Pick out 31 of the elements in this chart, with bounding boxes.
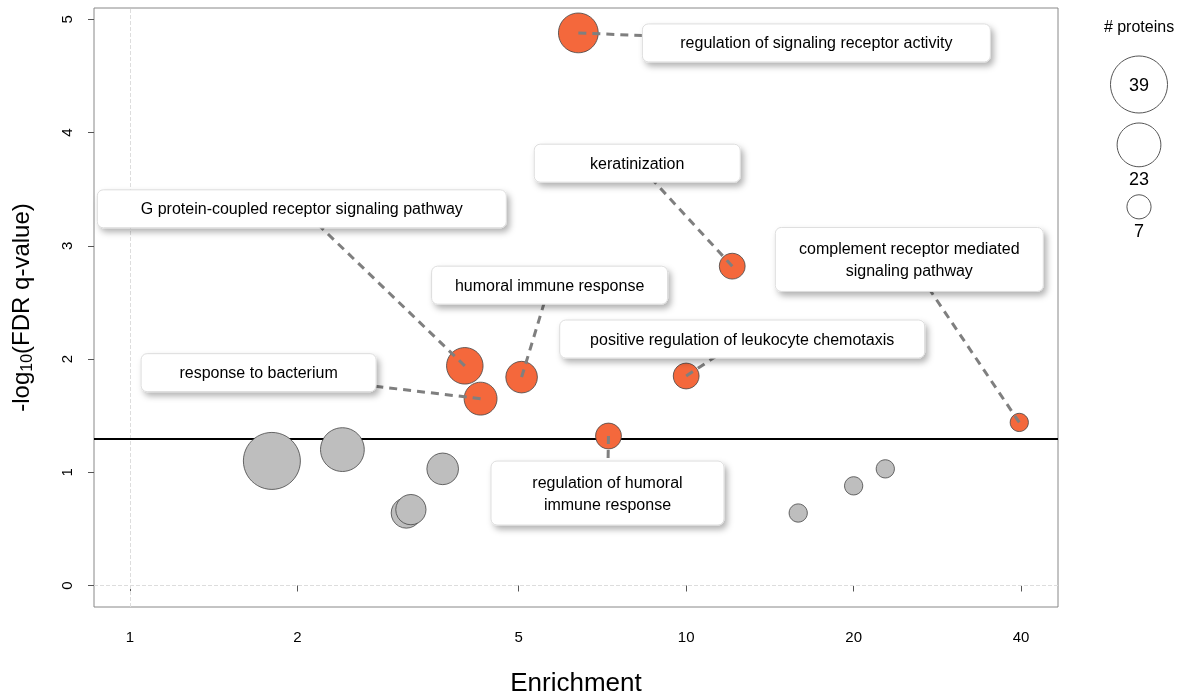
callout: response to bacterium <box>140 353 481 401</box>
y-tick-label: 2 <box>58 354 75 364</box>
annotation: positive regulation of leukocyte chemotaxis <box>590 330 895 348</box>
annotation: G protein-coupled receptor signaling pathway <box>140 200 463 218</box>
x-tick-label: 1 <box>125 628 135 645</box>
x-tick-label: 20 <box>845 628 862 645</box>
y-tick-label: 0 <box>58 581 75 590</box>
callout: keratinization <box>533 143 741 268</box>
legend-label: 39 <box>1128 74 1150 95</box>
x-tick-label: 2 <box>293 628 302 645</box>
y-tick-label: 1 <box>58 468 75 477</box>
y-tick-label: 5 <box>58 15 75 24</box>
legend-title: # proteins <box>1103 17 1175 35</box>
x-tick-label: 10 <box>677 628 695 645</box>
callout: regulation of humoral immune response <box>490 436 725 526</box>
callout: regulation of signaling receptor activity <box>578 23 991 63</box>
callout: positive regulation of leukocyte chemotaxis <box>559 319 926 378</box>
y-tick-label: 4 <box>58 128 75 137</box>
annotation: regulation of signaling receptor activity <box>680 34 953 52</box>
annotation: response to bacterium <box>179 364 338 382</box>
x-tick-label: 5 <box>514 628 523 645</box>
x-axis-title: Enrichment <box>510 667 643 697</box>
x-tick-label: 40 <box>1012 628 1030 645</box>
y-axis-title: -log10(FDR q-value) <box>6 203 35 412</box>
annotation: complement receptor mediated signaling pathway <box>799 239 1020 279</box>
legend-label: 7 <box>1133 220 1145 241</box>
annotation: regulation of humoral immune response <box>532 473 683 513</box>
annotation: keratinization <box>590 154 685 172</box>
y-tick-label: 3 <box>58 241 75 250</box>
legend-label: 23 <box>1128 168 1150 189</box>
annotation: humoral immune response <box>454 276 645 294</box>
